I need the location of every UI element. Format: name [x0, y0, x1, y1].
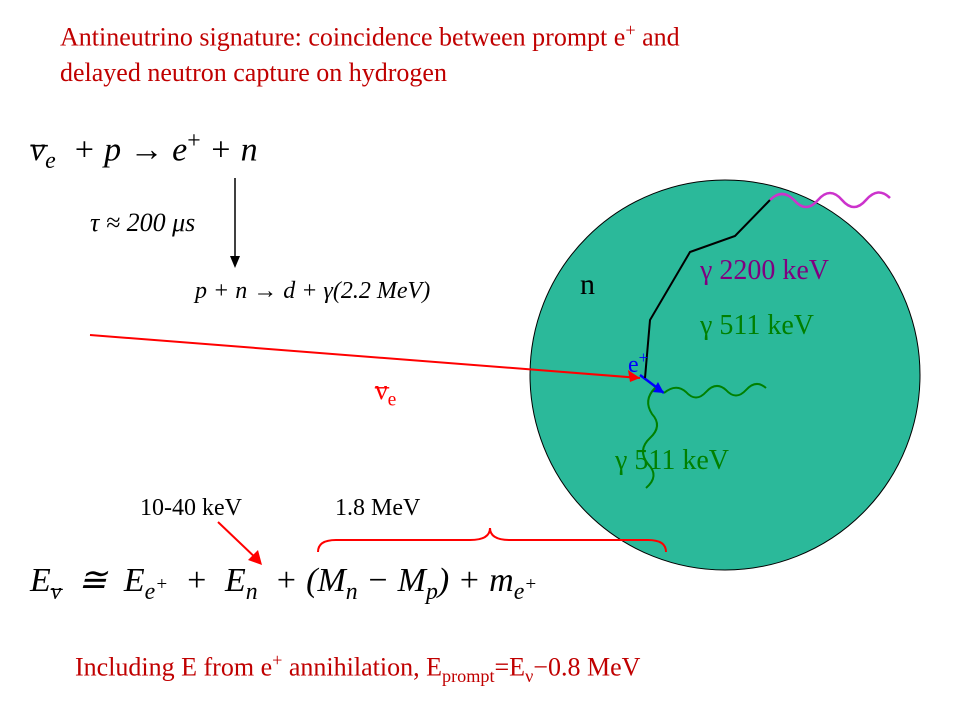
label-10-40kev: 10-40 keV	[140, 495, 242, 522]
tau-label: τ ≈ 200 μs	[90, 208, 195, 238]
bottom-note: Including E from e+ annihilation, Epromp…	[75, 650, 640, 687]
bottom-sub: prompt	[442, 666, 495, 686]
nu-label: _νe	[375, 375, 396, 412]
equation-ibd: _νe + p → e+ + n	[30, 128, 258, 175]
eplus-label: e+	[628, 348, 648, 379]
title: Antineutrino signature: coincidence betw…	[60, 18, 900, 90]
arrow-down-head	[230, 256, 240, 268]
bottom-post: =E	[495, 653, 526, 682]
bottom-pre: Including E from e	[75, 653, 272, 682]
bottom-mid: annihilation, E	[282, 653, 442, 682]
bottom-tail: −0.8 MeV	[533, 653, 640, 682]
gamma-511a-label: γ 511 keV	[700, 310, 814, 342]
label-1p8mev: 1.8 MeV	[335, 495, 420, 522]
gamma-511b-label: γ 511 keV	[615, 445, 729, 477]
title-sup: +	[625, 20, 635, 40]
bottom-sup: +	[272, 650, 282, 670]
gamma-2200-label: γ 2200 keV	[700, 255, 829, 287]
diagram-svg	[0, 0, 955, 713]
title-line2: delayed neutron capture on hydrogen	[60, 58, 447, 87]
equation-capture: p + n → d + γ(2.2 MeV)	[195, 278, 430, 305]
neutron-label: n	[580, 268, 595, 302]
title-line1a: Antineutrino signature: coincidence betw…	[60, 23, 625, 52]
equation-energy: E_ν ≅ Ee+ + En + (Mn − Mp) + me+	[30, 560, 537, 606]
title-line1b: and	[636, 23, 680, 52]
